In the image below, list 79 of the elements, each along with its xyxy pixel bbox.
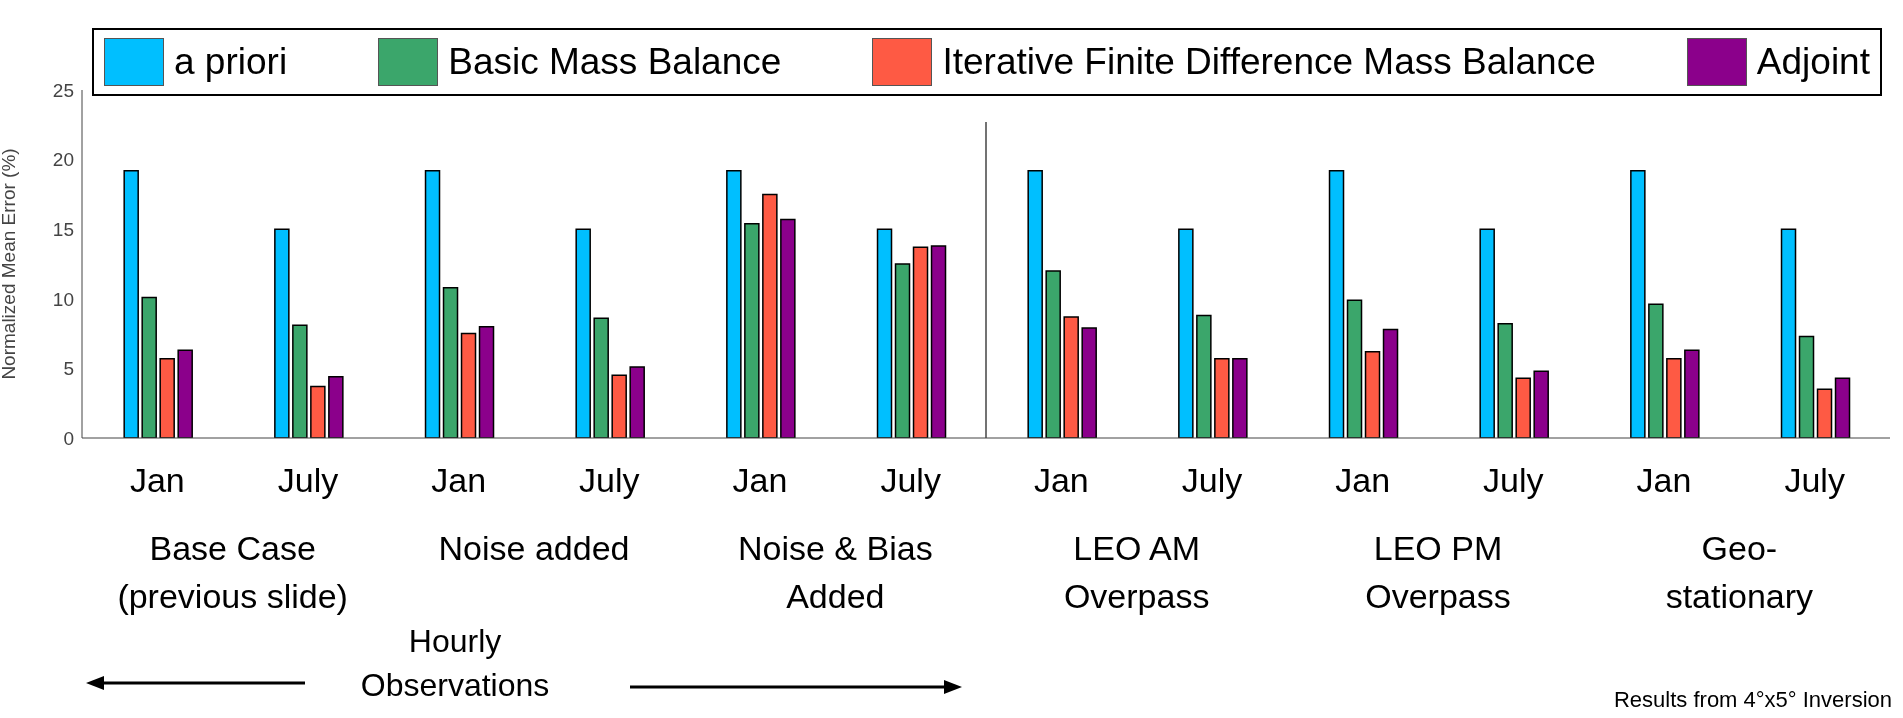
bar: [1630, 169, 1646, 438]
bar: [292, 324, 308, 438]
y-axis-title: Normalized Mean Error (%): [0, 148, 19, 380]
x-tick-label: Jan: [129, 461, 185, 500]
bar: [1834, 377, 1851, 438]
bar: [1328, 169, 1345, 438]
y-tick-label: 25: [52, 79, 74, 101]
bar: [141, 296, 157, 438]
bar: [744, 222, 760, 438]
bar: [1196, 314, 1212, 438]
bar: [912, 246, 929, 438]
bar: [1382, 328, 1399, 438]
bar: [310, 385, 326, 438]
x-tick-label: Jan: [732, 461, 788, 500]
x-tick-label: July: [1784, 461, 1845, 500]
bar: [460, 332, 477, 438]
y-tick-label: 10: [52, 288, 74, 310]
y-tick-label: 0: [63, 427, 74, 449]
legend-label: Basic Mass Balance: [448, 41, 782, 83]
bar: [726, 169, 742, 438]
bar: [894, 263, 911, 438]
text: Noise & Bias Added: [738, 529, 933, 615]
text: Hourly Observations: [360, 623, 550, 703]
x-tick-label: July: [1181, 461, 1243, 500]
text: Geo- stationary: [1665, 529, 1814, 615]
legend-label: Adjoint: [1756, 41, 1870, 83]
bar: [1497, 323, 1513, 438]
bar: [1479, 228, 1495, 438]
bar: [1666, 357, 1682, 438]
bar: [930, 245, 947, 438]
legend-label: Iterative Finite Difference Mass Balance: [942, 41, 1596, 83]
bar: [177, 349, 193, 438]
x-tick-label: Jan: [1033, 461, 1089, 500]
bar: [629, 366, 645, 438]
text: LEO PM Overpass: [1365, 529, 1511, 615]
bar: [876, 228, 893, 438]
y-tick-label: 20: [52, 149, 74, 171]
bar: [1027, 169, 1043, 438]
x-tick-label: Jan: [1335, 461, 1391, 500]
text: LEO AM Overpass: [1063, 529, 1210, 615]
bar: [1232, 357, 1248, 438]
bar: [1684, 349, 1700, 438]
y-tick-label: 15: [52, 218, 74, 240]
bar: [478, 325, 495, 438]
bar: [1515, 377, 1531, 438]
bar: [1045, 270, 1061, 438]
bar: [1364, 350, 1381, 438]
x-tick-label: July: [579, 461, 640, 500]
bar: [1816, 388, 1833, 438]
bar: [123, 169, 139, 438]
bar: [1081, 327, 1097, 438]
bar: [593, 317, 609, 438]
x-tick-label: Jan: [1636, 461, 1692, 500]
bar: [1648, 303, 1664, 438]
text: Base Case (previous slide): [117, 529, 348, 615]
bar: [762, 193, 778, 438]
text: Results from 4°x5° Inversion: [1613, 687, 1892, 712]
x-tick-label: Jan: [431, 461, 487, 500]
bar: [1533, 370, 1549, 438]
legend-label: a priori: [174, 41, 288, 83]
x-tick-label: July: [277, 461, 339, 500]
bar: [1346, 299, 1363, 438]
bar: [328, 376, 344, 438]
bar: [159, 357, 175, 438]
bar: [442, 286, 459, 438]
text: Noise added: [438, 529, 630, 567]
bar: [1780, 228, 1797, 438]
bar: [1214, 357, 1230, 438]
bar: [274, 228, 290, 438]
y-tick-label: 5: [63, 358, 74, 380]
bar: [780, 218, 796, 438]
bar: [1063, 316, 1079, 438]
bar: [424, 169, 441, 438]
bar: [1178, 228, 1194, 438]
x-tick-label: July: [880, 461, 941, 500]
bar: [1798, 335, 1815, 438]
bar: [575, 228, 591, 438]
bar: [611, 374, 627, 438]
x-tick-label: July: [1483, 461, 1544, 500]
